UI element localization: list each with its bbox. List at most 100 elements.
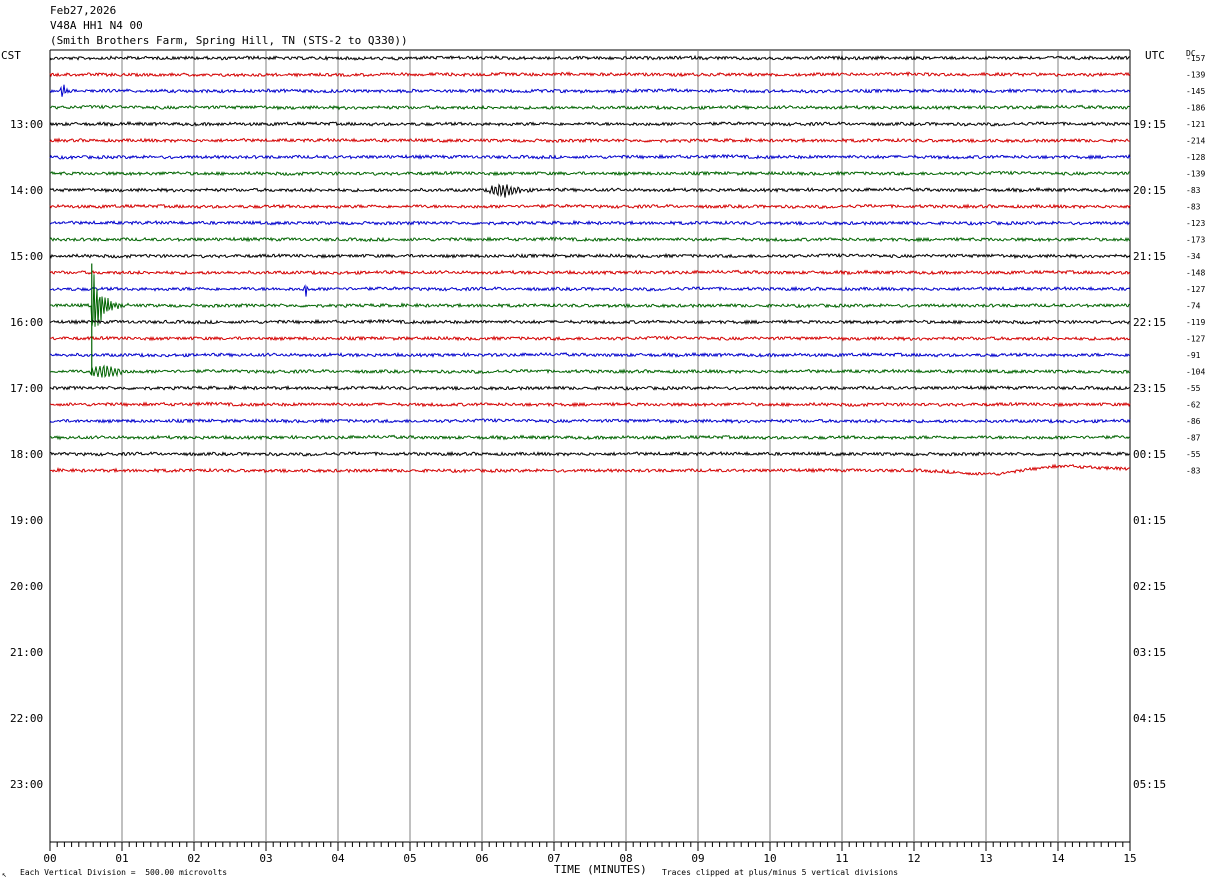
- dc-offset-label: -87: [1186, 434, 1201, 443]
- dc-offset-label: -148: [1186, 269, 1205, 278]
- x-tick-label: 04: [331, 852, 345, 865]
- seismic-trace: [49, 183, 1131, 198]
- seismic-trace: [49, 401, 1131, 408]
- dc-offset-label: -83: [1186, 467, 1201, 476]
- seismic-trace: [49, 318, 1131, 326]
- x-tick-label: 09: [691, 852, 704, 865]
- x-tick-label: 00: [43, 852, 56, 865]
- x-tick-label: 07: [547, 852, 560, 865]
- dc-header: DC: [1186, 49, 1196, 58]
- seismic-trace: [49, 450, 1131, 457]
- dc-offset-label: -127: [1186, 285, 1205, 294]
- x-tick-label: 02: [187, 852, 200, 865]
- dc-offset-label: -173: [1186, 236, 1205, 245]
- x-tick-label: 10: [763, 852, 776, 865]
- seismic-trace: [49, 284, 1131, 297]
- cst-hour-label: 14:00: [10, 184, 43, 197]
- x-tick-label: 06: [475, 852, 488, 865]
- x-tick-label: 05: [403, 852, 416, 865]
- seismic-trace: [49, 54, 1131, 62]
- dc-offset-label: -104: [1186, 368, 1205, 377]
- x-tick-label: 13: [979, 852, 992, 865]
- seismic-trace: [49, 351, 1131, 359]
- dc-offset-label: -91: [1186, 351, 1201, 360]
- dc-offset-label: -128: [1186, 153, 1205, 162]
- utc-hour-label: 22:15: [1133, 316, 1166, 329]
- utc-hour-label: 20:15: [1133, 184, 1166, 197]
- dc-offset-label: -214: [1186, 137, 1205, 146]
- seismic-trace: [49, 274, 1131, 327]
- channel-label: V48A HH1 N4 00: [50, 19, 143, 32]
- seismic-trace: [49, 104, 1131, 111]
- dc-offset-label: -55: [1186, 450, 1201, 459]
- dc-offset-label: -34: [1186, 252, 1201, 261]
- seismic-trace: [49, 153, 1131, 161]
- utc-zone-label: UTC: [1145, 49, 1165, 62]
- dc-offset-label: -139: [1186, 71, 1205, 80]
- seismic-trace: [49, 203, 1131, 210]
- dc-offset-label: -55: [1186, 384, 1201, 393]
- footer-mark: ↖: [2, 870, 7, 879]
- dc-offset-label: -119: [1186, 318, 1205, 327]
- utc-hour-label: 01:15: [1133, 514, 1166, 527]
- dc-offset-label: -86: [1186, 417, 1201, 426]
- seismic-trace: [49, 335, 1131, 342]
- clip-note: Traces clipped at plus/minus 5 vertical …: [662, 868, 899, 877]
- cst-hour-label: 20:00: [10, 580, 43, 593]
- cst-hour-label: 17:00: [10, 382, 43, 395]
- dc-offset-label: -121: [1186, 120, 1205, 129]
- utc-hour-label: 23:15: [1133, 382, 1166, 395]
- x-tick-label: 08: [619, 852, 632, 865]
- x-tick-label: 03: [259, 852, 272, 865]
- date-label: Feb27,2026: [50, 4, 117, 17]
- utc-hour-label: 04:15: [1133, 712, 1166, 725]
- seismic-trace: [49, 417, 1131, 425]
- cst-hour-label: 18:00: [10, 448, 43, 461]
- seismic-trace: [49, 170, 1131, 177]
- seismic-trace: [49, 236, 1131, 243]
- dc-offset-label: -127: [1186, 335, 1205, 344]
- scale-note: Each Vertical Division = 500.00 microvol…: [20, 868, 228, 877]
- dc-offset-label: -157: [1186, 54, 1205, 63]
- cst-hour-label: 16:00: [10, 316, 43, 329]
- utc-hour-label: 03:15: [1133, 646, 1166, 659]
- dc-offset-label: -123: [1186, 219, 1205, 228]
- seismic-trace: [49, 463, 1131, 476]
- seismic-trace: [49, 384, 1131, 392]
- dc-offset-label: -145: [1186, 87, 1205, 96]
- dc-offset-label: -83: [1186, 186, 1201, 195]
- station-label: (Smith Brothers Farm, Spring Hill, TN (S…: [50, 34, 408, 47]
- seismic-trace: [49, 137, 1131, 144]
- dc-offset-label: -186: [1186, 104, 1205, 113]
- x-tick-label: 14: [1051, 852, 1065, 865]
- cst-hour-label: 13:00: [10, 118, 43, 131]
- cst-hour-label: 23:00: [10, 778, 43, 791]
- dc-offset-label: -139: [1186, 170, 1205, 179]
- utc-hour-label: 19:15: [1133, 118, 1166, 131]
- utc-hour-label: 00:15: [1133, 448, 1166, 461]
- seismic-trace: [49, 120, 1131, 127]
- seismic-trace: [49, 269, 1131, 276]
- cst-hour-label: 22:00: [10, 712, 43, 725]
- utc-hour-label: 05:15: [1133, 778, 1166, 791]
- dc-offset-label: -83: [1186, 203, 1201, 212]
- seismic-trace: [49, 84, 1131, 97]
- seismic-trace: [49, 219, 1131, 227]
- utc-hour-label: 02:15: [1133, 580, 1166, 593]
- seismic-trace: [49, 252, 1131, 260]
- x-tick-label: 12: [907, 852, 920, 865]
- utc-hour-label: 21:15: [1133, 250, 1166, 263]
- cst-hour-label: 19:00: [10, 514, 43, 527]
- seismic-trace: [49, 71, 1131, 78]
- x-tick-label: 11: [835, 852, 848, 865]
- x-tick-label: 15: [1123, 852, 1136, 865]
- cst-hour-label: 21:00: [10, 646, 43, 659]
- x-tick-label: 01: [115, 852, 128, 865]
- seismic-trace: [49, 434, 1131, 441]
- dc-offset-label: -74: [1186, 302, 1201, 311]
- cst-hour-label: 15:00: [10, 250, 43, 263]
- dc-offset-label: -62: [1186, 401, 1201, 410]
- seismic-trace: [49, 364, 1131, 378]
- x-axis-title: TIME (MINUTES): [554, 863, 647, 876]
